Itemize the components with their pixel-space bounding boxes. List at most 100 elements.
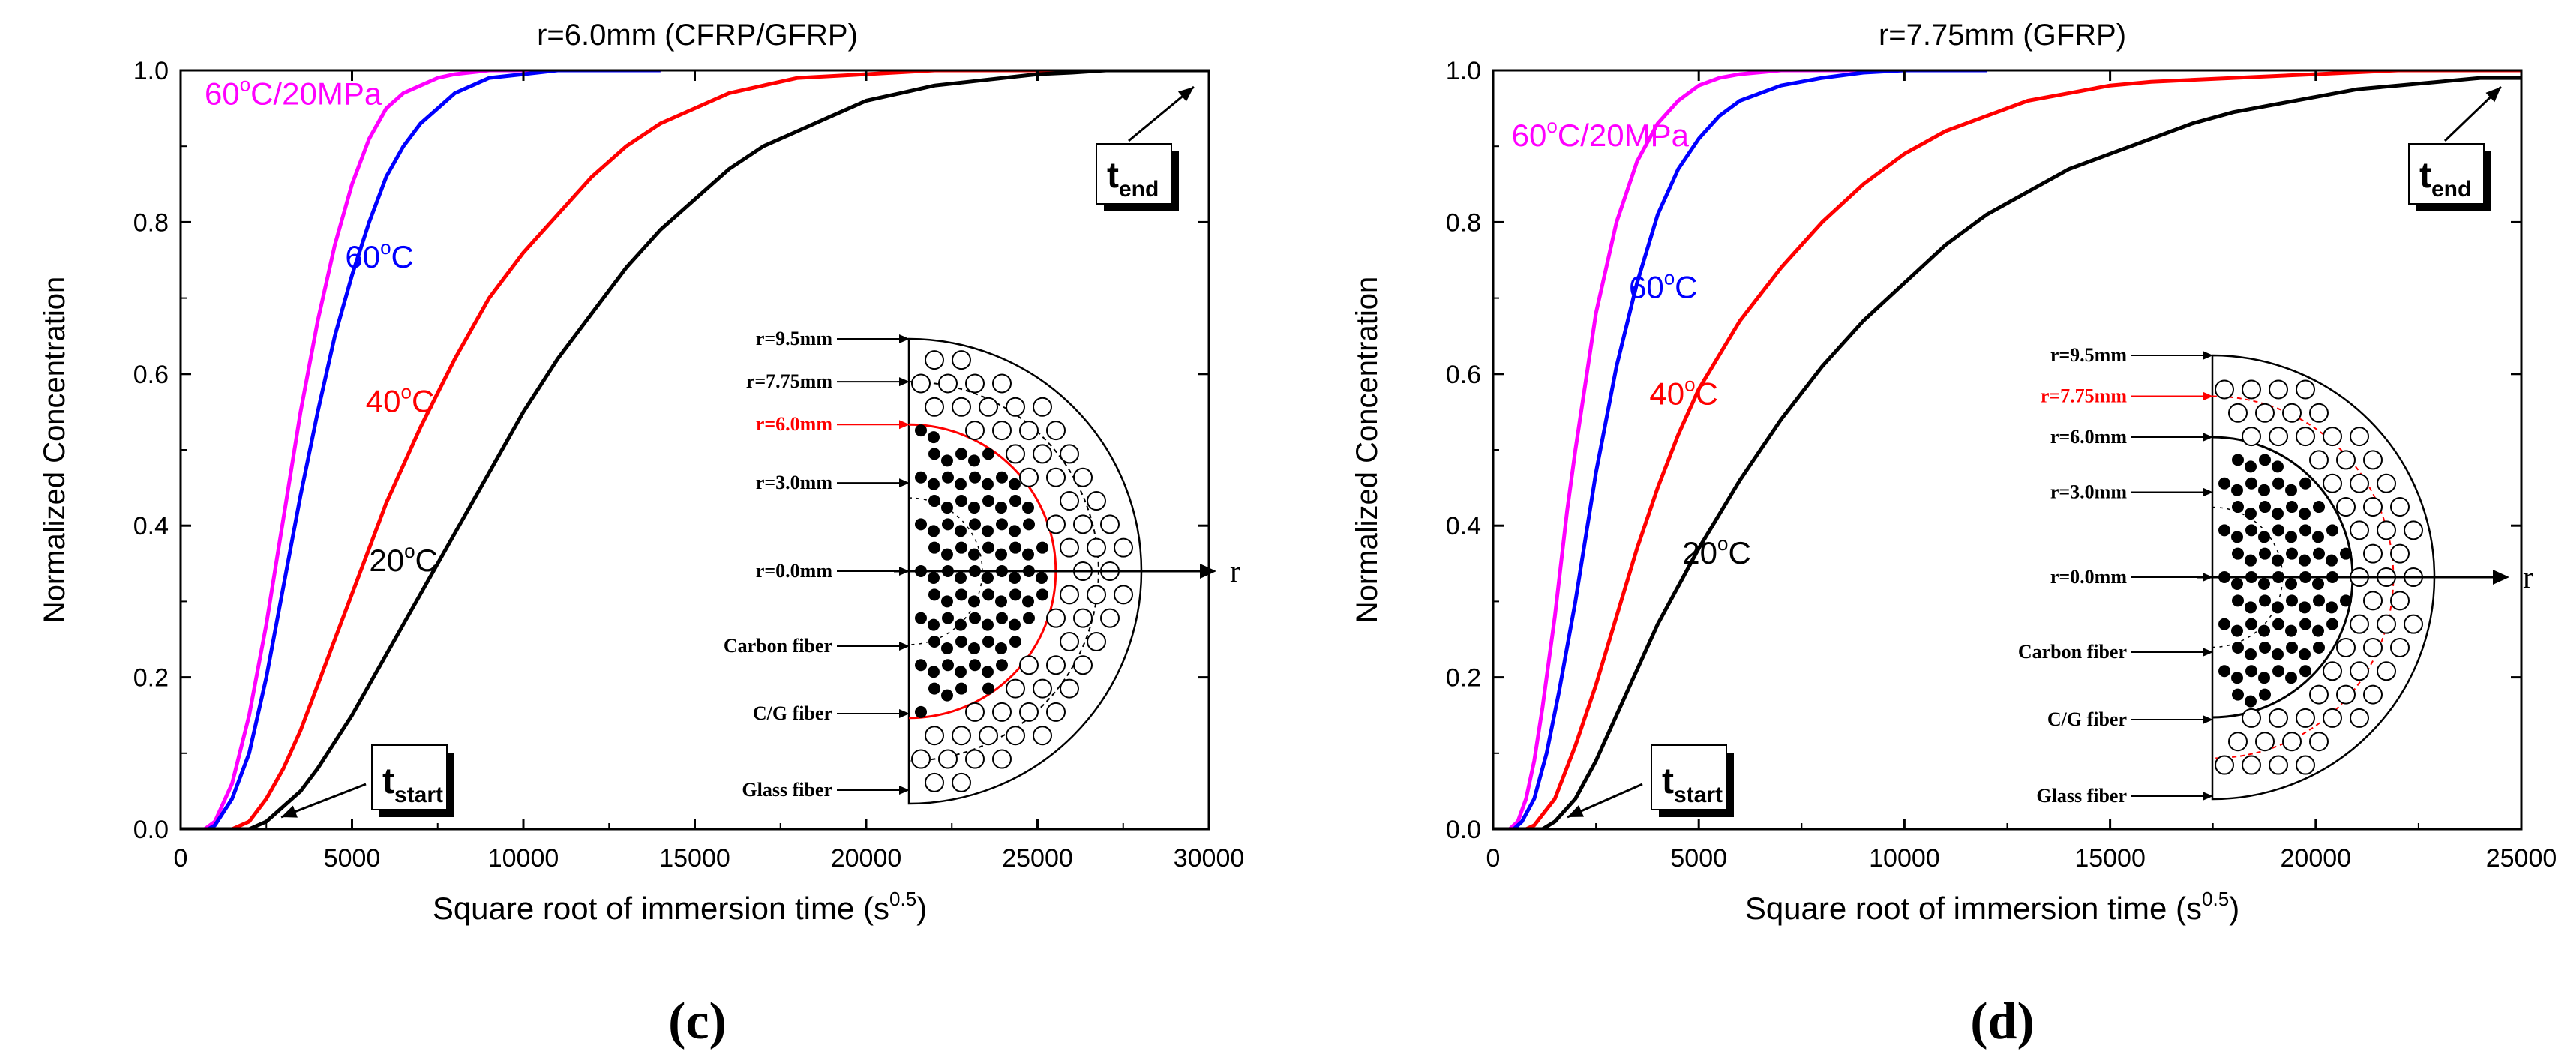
carbon-fiber bbox=[2299, 618, 2311, 630]
glass-fiber bbox=[1006, 444, 1025, 464]
carbon-fiber bbox=[928, 588, 940, 601]
carbon-fiber bbox=[1009, 588, 1021, 601]
carbon-fiber bbox=[982, 572, 994, 584]
carbon-fiber bbox=[2232, 594, 2244, 607]
inset-label-arrowhead bbox=[899, 786, 910, 795]
glass-fiber bbox=[979, 726, 998, 746]
carbon-fiber bbox=[982, 666, 994, 678]
glass-fiber bbox=[1019, 467, 1039, 487]
chart-panel-c: r=6.0mm (CFRP/GFRP) 0 5000 10000 15000 20000 2… bbox=[38, 19, 1244, 1050]
glass-fiber bbox=[2363, 684, 2383, 705]
glass-fiber bbox=[2363, 497, 2383, 517]
glass-fiber bbox=[2350, 427, 2369, 447]
glass-fiber bbox=[1087, 585, 1106, 605]
inset-label-6: C/G fiber bbox=[2047, 708, 2127, 730]
glass-fiber bbox=[925, 726, 944, 746]
glass-fiber bbox=[2323, 661, 2342, 681]
inset-label-arrowhead bbox=[899, 642, 910, 651]
glass-fiber bbox=[1033, 397, 1052, 417]
glass-fiber bbox=[2242, 379, 2261, 400]
carbon-fiber bbox=[1036, 541, 1048, 554]
glass-fiber bbox=[2363, 543, 2383, 564]
curve-label-0: 60oC/20MPa bbox=[1512, 115, 1690, 153]
glass-fiber bbox=[2390, 497, 2410, 517]
carbon-fiber bbox=[982, 478, 994, 490]
curve-label-degree: o bbox=[1664, 267, 1675, 289]
t-end-label: tend bbox=[2408, 143, 2491, 211]
carbon-fiber bbox=[2272, 618, 2284, 630]
carbon-fiber bbox=[2258, 484, 2270, 496]
y-axis-label: Normalized Concentration bbox=[1351, 277, 1384, 623]
carbon-fiber bbox=[2245, 648, 2257, 660]
glass-fiber bbox=[2377, 661, 2396, 681]
y-tick-label: 0.4 bbox=[1446, 512, 1481, 540]
carbon-fiber bbox=[2299, 648, 2311, 660]
glass-fiber bbox=[2282, 403, 2302, 423]
carbon-fiber bbox=[942, 659, 954, 672]
glass-fiber bbox=[965, 373, 985, 394]
y-tick-label: 0.8 bbox=[133, 208, 169, 237]
carbon-fiber bbox=[982, 495, 994, 508]
glass-fiber bbox=[2255, 403, 2275, 423]
glass-fiber bbox=[965, 702, 985, 722]
inset-label-arrowhead bbox=[2203, 433, 2213, 442]
carbon-fiber bbox=[2245, 460, 2257, 473]
carbon-fiber bbox=[996, 518, 1008, 531]
glass-fiber bbox=[2323, 708, 2342, 728]
carbon-fiber bbox=[2272, 524, 2284, 537]
glass-fiber bbox=[1073, 655, 1093, 675]
carbon-fiber bbox=[2218, 477, 2230, 490]
x-tick-label: 10000 bbox=[488, 844, 559, 873]
carbon-fiber bbox=[969, 612, 981, 624]
glass-fiber bbox=[1046, 514, 1066, 534]
carbon-fiber bbox=[2258, 672, 2270, 684]
carbon-fiber bbox=[928, 478, 940, 490]
curve-label-3: 20oC bbox=[369, 540, 438, 578]
carbon-fiber bbox=[2286, 547, 2298, 560]
carbon-fiber bbox=[2259, 641, 2271, 654]
glass-fiber bbox=[925, 397, 944, 417]
curve-label-tail: C bbox=[1675, 270, 1697, 305]
glass-fiber bbox=[979, 397, 998, 417]
glass-fiber bbox=[952, 350, 971, 370]
carbon-fiber bbox=[928, 448, 940, 460]
curve-label-degree: o bbox=[1684, 373, 1695, 395]
carbon-fiber bbox=[996, 612, 1008, 624]
carbon-fiber bbox=[915, 518, 927, 531]
x-tick-label: 25000 bbox=[2486, 844, 2557, 873]
inset-label-4: r=0.0mm bbox=[2050, 566, 2128, 588]
glass-fiber bbox=[1073, 608, 1093, 628]
glass-fiber bbox=[952, 397, 971, 417]
inset-label-3: r=3.0mm bbox=[756, 472, 833, 493]
t-start-label: tstart bbox=[371, 744, 454, 817]
inset-label-arrowhead bbox=[2203, 792, 2213, 801]
curve-label-tail: C bbox=[412, 383, 434, 418]
carbon-fiber bbox=[2299, 601, 2311, 614]
carbon-fiber bbox=[995, 502, 1007, 514]
carbon-fiber bbox=[968, 454, 980, 467]
glass-fiber bbox=[925, 350, 944, 370]
curve-label-tail: C bbox=[1728, 535, 1750, 570]
x-tick-label: 20000 bbox=[831, 844, 902, 873]
glass-fiber bbox=[2336, 497, 2356, 517]
carbon-fiber bbox=[982, 682, 994, 695]
carbon-fiber bbox=[982, 448, 994, 460]
carbon-fiber bbox=[982, 525, 994, 537]
curve-label-2: 40oC bbox=[366, 380, 435, 418]
glass-fiber bbox=[2323, 473, 2342, 493]
carbon-fiber bbox=[2232, 501, 2244, 514]
carbon-fiber bbox=[2259, 454, 2271, 466]
carbon-fiber bbox=[2286, 594, 2298, 607]
t-end-label-box bbox=[2408, 143, 2485, 205]
glass-fiber bbox=[1060, 585, 1079, 605]
curve-label-2: 40oC bbox=[1649, 373, 1718, 411]
carbon-fiber bbox=[2218, 618, 2230, 630]
carbon-fiber bbox=[1036, 572, 1048, 584]
carbon-fiber bbox=[915, 471, 927, 484]
glass-fiber bbox=[1087, 631, 1106, 651]
glass-fiber bbox=[2309, 450, 2329, 470]
series-line-2 bbox=[1493, 70, 2521, 829]
carbon-fiber bbox=[2272, 665, 2284, 678]
carbon-fiber bbox=[955, 666, 967, 678]
